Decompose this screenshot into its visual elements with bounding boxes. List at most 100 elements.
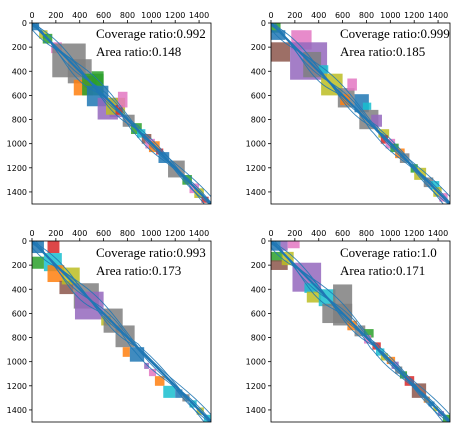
y-tick-label: 1000 <box>7 140 27 149</box>
x-tick-label: 1200 <box>165 11 185 20</box>
x-tick-label: 400 <box>72 11 87 20</box>
y-tick-label: 800 <box>12 116 27 125</box>
y-tick-label: 1400 <box>246 406 266 415</box>
y-tick-label: 1400 <box>246 188 266 197</box>
x-tick-label: 800 <box>359 229 374 238</box>
y-tick-label: 1200 <box>246 382 266 391</box>
y-tick-label: 200 <box>12 43 27 52</box>
y-tick-label: 1000 <box>246 140 266 149</box>
x-tick-label: 1400 <box>189 11 209 20</box>
coverage-block <box>148 368 157 377</box>
coverage-block <box>306 291 322 303</box>
y-tick-label: 400 <box>251 285 266 294</box>
y-tick-label: 600 <box>12 309 27 318</box>
diagonal-line <box>271 23 450 204</box>
y-tick-label: 0 <box>261 237 266 246</box>
x-tick-label: 800 <box>120 229 135 238</box>
trajectory-traces <box>271 241 450 422</box>
x-tick-label: 600 <box>96 229 111 238</box>
axes-frame <box>270 22 451 205</box>
coverage-block <box>287 241 300 249</box>
y-tick-label: 400 <box>12 67 27 76</box>
trajectory-traces <box>32 23 211 204</box>
subplot-top-right: 0 200 400 600 800 1000 1200 1400 0 200 400 600 800 10… <box>246 11 451 205</box>
coverage-block <box>122 347 130 357</box>
x-tick-label: 1200 <box>404 11 424 20</box>
y-tick-label: 1400 <box>7 188 27 197</box>
coverage-block <box>271 251 283 262</box>
x-tick-label: 400 <box>311 11 326 20</box>
x-tick-label: 1400 <box>428 11 448 20</box>
y-tick-label: 600 <box>12 91 27 100</box>
coverage-block <box>91 71 104 86</box>
x-tick-label: 0 <box>268 229 273 238</box>
x-tick-label: 1000 <box>141 11 161 20</box>
y-tick-label: 800 <box>12 334 27 343</box>
coverage-block <box>154 376 165 386</box>
coverage-block <box>430 181 440 190</box>
trajectory-line <box>275 244 450 416</box>
y-tick-label: 600 <box>251 309 266 318</box>
coverage-ratio-label: Coverage ratio:1.0 <box>340 245 437 260</box>
coverage-block <box>347 78 357 91</box>
x-tick-label: 400 <box>72 229 87 238</box>
trajectory-line <box>275 26 450 198</box>
x-tick-label: 0 <box>29 229 34 238</box>
coverage-block <box>371 114 382 127</box>
x-tick-label: 200 <box>48 229 63 238</box>
y-tick-label: 200 <box>12 261 27 270</box>
x-tick-label: 1000 <box>141 229 161 238</box>
x-tick-label: 600 <box>335 229 350 238</box>
axes-frame <box>270 240 451 423</box>
trajectory-line <box>36 244 211 416</box>
coverage-block <box>280 241 288 251</box>
coverage-block <box>271 30 286 40</box>
coverage-block <box>271 260 288 270</box>
coverage-block <box>333 284 353 326</box>
trajectory-traces <box>271 23 450 204</box>
area-ratio-label: Area ratio:0.171 <box>340 263 425 278</box>
coverage-ratio-label: Coverage ratio:0.993 <box>96 245 206 260</box>
x-tick-label: 0 <box>29 11 34 20</box>
x-tick-label: 600 <box>335 11 350 20</box>
trajectory-traces <box>32 241 211 422</box>
y-tick-label: 1400 <box>7 406 27 415</box>
x-tick-label: 1400 <box>428 229 448 238</box>
coverage-ratio-label: Coverage ratio:0.999 <box>340 26 450 41</box>
subplot-bottom-left: 0 200 400 600 800 1000 1200 1400 0 200 400 600 800 10… <box>7 229 212 423</box>
x-tick-label: 1400 <box>189 229 209 238</box>
coverage-block <box>163 385 176 398</box>
coverage-block <box>318 65 329 74</box>
coverage-block <box>340 94 350 106</box>
diagonal-line <box>271 241 450 422</box>
x-tick-label: 600 <box>96 11 111 20</box>
y-tick-label: 200 <box>251 261 266 270</box>
y-tick-label: 1200 <box>7 382 27 391</box>
x-tick-label: 400 <box>311 229 326 238</box>
x-tick-label: 200 <box>287 229 302 238</box>
y-tick-label: 600 <box>251 91 266 100</box>
axes-frame <box>31 240 212 423</box>
y-tick-label: 1000 <box>246 358 266 367</box>
coverage-block <box>271 42 291 62</box>
x-tick-label: 1000 <box>380 229 400 238</box>
y-tick-label: 0 <box>22 19 27 28</box>
trajectory-line <box>36 26 211 198</box>
x-tick-label: 200 <box>287 11 302 20</box>
coverage-block <box>32 256 44 269</box>
area-ratio-label: Area ratio:0.173 <box>96 263 181 278</box>
coverage-block <box>201 196 209 203</box>
axes-frame <box>31 22 212 205</box>
diagonal-line <box>32 241 211 422</box>
x-tick-label: 800 <box>359 11 374 20</box>
coverage-block <box>117 91 128 108</box>
x-tick-label: 1000 <box>380 11 400 20</box>
diagonal-line <box>32 23 211 204</box>
y-tick-label: 1000 <box>7 358 27 367</box>
y-tick-label: 800 <box>251 116 266 125</box>
y-tick-label: 1200 <box>7 164 27 173</box>
x-tick-label: 1200 <box>404 229 424 238</box>
y-tick-label: 400 <box>12 285 27 294</box>
coverage-block <box>47 241 60 254</box>
